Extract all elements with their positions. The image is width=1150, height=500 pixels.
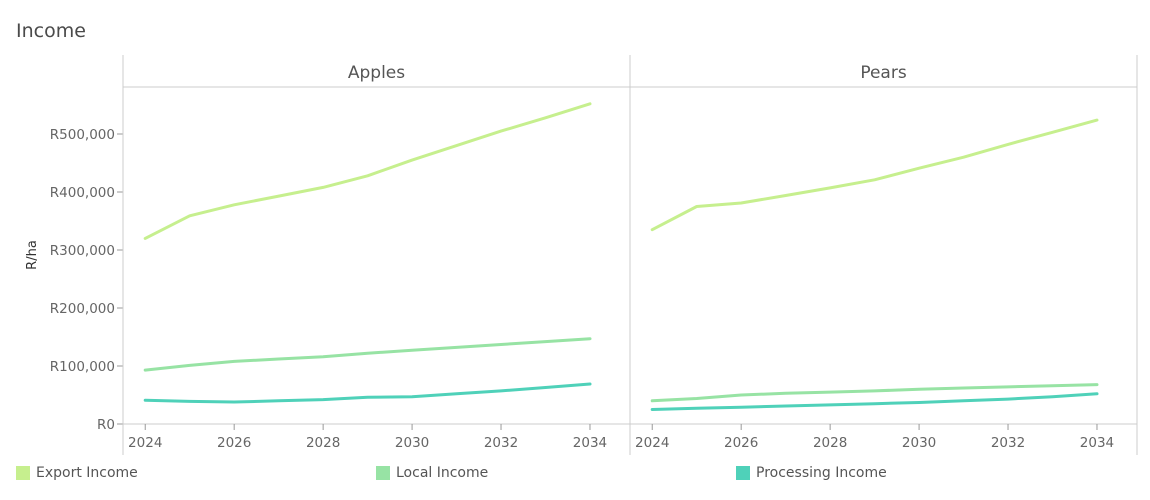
legend-label-processing: Processing Income (756, 465, 887, 481)
y-tick-label: R100,000 (50, 359, 115, 375)
series-line-pears-local-income (650, 383, 1099, 403)
x-tick-label: 2026 (724, 435, 758, 451)
processing-income-swatch (736, 466, 750, 480)
series-line-apples-export-income (143, 102, 592, 240)
series-line-apples-processing-income (143, 382, 592, 404)
x-tick-label: 2026 (217, 435, 251, 451)
x-tick-label: 2034 (1080, 435, 1114, 451)
y-tick-label: R0 (97, 417, 115, 433)
x-tick-label: 2032 (484, 435, 518, 451)
series-line-pears-export-income (650, 118, 1099, 232)
panel-title-pears: Pears (860, 63, 907, 83)
legend-label-local: Local Income (396, 465, 489, 481)
x-tick-label: 2028 (813, 435, 847, 451)
y-tick-label: R200,000 (50, 301, 115, 317)
export-income-swatch (16, 466, 30, 480)
chart-title: Income (16, 20, 86, 42)
panel-title-apples: Apples (348, 63, 405, 83)
legend-item-export[interactable]: Export Income (16, 465, 138, 481)
y-tick-label: R300,000 (50, 243, 115, 259)
x-tick-label: 2030 (902, 435, 936, 451)
local-income-swatch (376, 466, 390, 480)
x-tick-label: 2024 (128, 435, 162, 451)
legend-item-processing[interactable]: Processing Income (736, 465, 887, 481)
x-tick-label: 2032 (991, 435, 1025, 451)
series-line-apples-local-income (143, 337, 592, 372)
legend-label-export: Export Income (36, 465, 138, 481)
y-axis-label: R/ha (25, 240, 40, 270)
x-tick-label: 2030 (395, 435, 429, 451)
y-tick-label: R500,000 (50, 127, 115, 143)
x-tick-label: 2028 (306, 435, 340, 451)
y-tick-label: R400,000 (50, 185, 115, 201)
legend-item-local[interactable]: Local Income (376, 465, 488, 481)
x-tick-label: 2034 (573, 435, 607, 451)
series-line-pears-processing-income (650, 392, 1099, 411)
x-tick-label: 2024 (635, 435, 669, 451)
